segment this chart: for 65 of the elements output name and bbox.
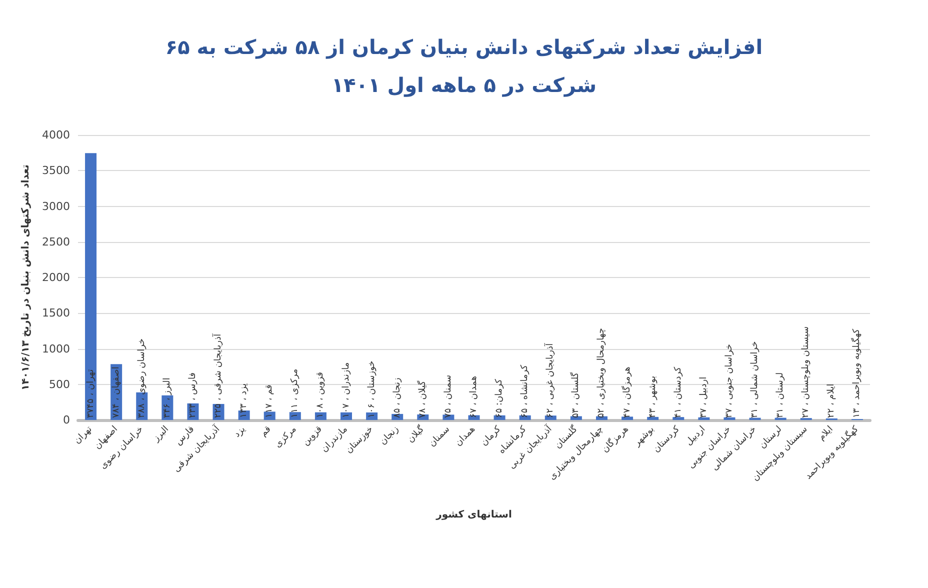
data-label: سیستان وبلوچستان ، ۲۷ <box>801 326 812 418</box>
data-label: ایلام ، ۲۲ <box>826 384 837 418</box>
x-tick-label: بوشهر <box>632 424 656 450</box>
data-label: یزد ، ۱۳۳ <box>239 382 250 418</box>
x-tick-label: سمنان <box>427 424 452 450</box>
x-tick-label: گیلان <box>404 422 427 445</box>
x-tick-label: زنجان <box>378 424 401 448</box>
data-label: اردبیل ، ۳۷ <box>698 376 709 418</box>
x-tick-label: قزوین <box>300 424 324 448</box>
y-tick-label: 500 <box>49 378 70 391</box>
data-label: اصفهان ، ۷۸۴ <box>111 366 122 418</box>
data-label: گیلان ، ۷۸ <box>416 380 428 418</box>
data-label: هرمزگان ، ۴۷ <box>620 366 632 418</box>
data-label: کرمان: ۶۵ <box>494 378 505 418</box>
y-tick-label: 4000 <box>42 128 70 142</box>
data-label: خراسان رضوی ، ۳۸۸ <box>136 338 147 418</box>
x-tick-label: البرز <box>150 424 171 444</box>
data-label: کهگیلویه وبویراحمد ، ۱۳ <box>850 328 862 418</box>
y-tick-label: 1000 <box>42 342 70 356</box>
bar <box>724 417 736 420</box>
x-tick-label: ایلام <box>816 424 836 443</box>
y-tick-label: 2000 <box>42 271 70 284</box>
y-tick-label: 3500 <box>42 164 70 178</box>
x-tick-label: یزد <box>232 424 248 440</box>
x-tick-label: فارس <box>174 424 197 448</box>
data-label: تهران ، ۳۷۴۵ <box>86 368 96 418</box>
data-label: البرز ، ۳۴۶ <box>162 378 172 418</box>
data-label: مرکزی ، ۱۱۱ <box>290 368 300 418</box>
data-label: آذربایجان شرقی ، ۲۲۵ <box>212 333 224 418</box>
data-label: کرمانشاه ، ۶۵ <box>520 364 530 418</box>
data-label: قزوین ، ۱۰۸ <box>316 372 326 418</box>
data-label: لرستان ، ۳۱ <box>776 372 786 418</box>
y-tick-label: 3000 <box>42 200 70 213</box>
bar <box>647 416 659 420</box>
data-label: قم ، ۱۱۷ <box>264 384 275 418</box>
x-tick-label: قم <box>258 424 274 439</box>
y-tick-label: 2500 <box>42 235 70 248</box>
data-label: سمنان ، ۷۵ <box>443 374 454 418</box>
x-tick-label: مرکزی <box>273 424 299 450</box>
bar <box>672 417 684 420</box>
data-label: بوشهر ، ۴۳ <box>648 376 658 418</box>
bar <box>698 417 710 420</box>
data-label: همدان ، ۶۷ <box>469 376 479 418</box>
x-tick-label: اصفهان <box>92 424 120 452</box>
data-label: خوزستان ، ۱۰۶ <box>366 360 377 418</box>
x-axis-title: استانهای کشور <box>435 510 512 520</box>
y-tick-label: 0 <box>63 414 70 426</box>
data-label: گلستان ، ۵۳ <box>569 372 582 418</box>
bar <box>85 153 97 420</box>
x-tick-label: تهران <box>72 424 95 446</box>
data-label: خراسان جنوبی ، ۳۷ <box>724 344 734 418</box>
y-axis-title: تعداد شرکتهای دانش بنیان در تاریخ ۱۴۰۱/۶/۱۳ <box>20 164 32 390</box>
x-tick-label: لرستان <box>758 424 784 451</box>
bar <box>622 416 634 420</box>
x-tick-label: همدان <box>454 424 478 448</box>
data-label: آذربایجان غربی ، ۶۲ <box>544 342 556 418</box>
data-label: کردستان ، ۴۱ <box>673 366 684 418</box>
data-label: فارس ، ۲۳۳ <box>188 372 198 418</box>
data-label: مازندران ، ۱۰۷ <box>341 362 352 418</box>
chart-title: افزایش تعداد شرکتهای دانش بنیان کرمان از ۵۸ شرکت به ۶۵ شرکت در ۵ ماهه اول ۱۴۰۱ <box>164 34 764 99</box>
y-tick-label: 1500 <box>42 306 70 320</box>
data-label: خراسان شمالی ، ۳۱ <box>750 341 760 418</box>
x-tick-label: اردبیل <box>684 424 708 448</box>
data-label: چهارمحال وبختیاری ، ۵۲ <box>596 328 607 418</box>
data-label: زنجان ، ۸۵ <box>392 378 402 418</box>
